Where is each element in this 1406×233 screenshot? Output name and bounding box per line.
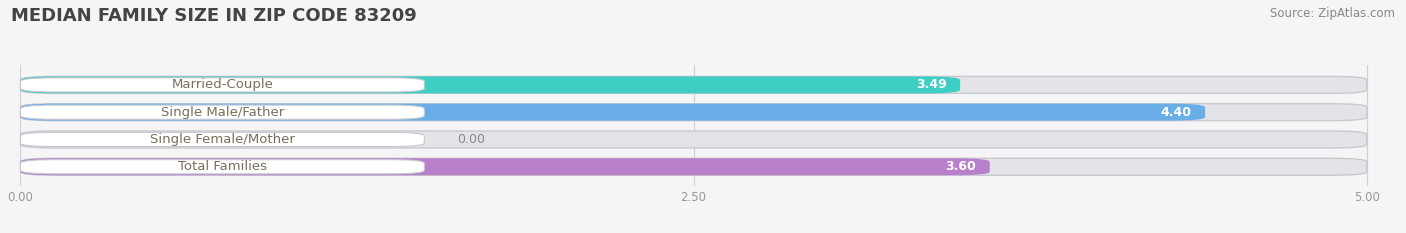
FancyBboxPatch shape [21, 131, 1367, 148]
Text: Total Families: Total Families [179, 160, 267, 173]
FancyBboxPatch shape [21, 105, 425, 119]
FancyBboxPatch shape [21, 104, 1367, 121]
FancyBboxPatch shape [21, 158, 990, 175]
FancyBboxPatch shape [21, 104, 1205, 121]
Text: 4.40: 4.40 [1161, 106, 1192, 119]
Text: Source: ZipAtlas.com: Source: ZipAtlas.com [1270, 7, 1395, 20]
FancyBboxPatch shape [21, 76, 1367, 93]
Text: 0.00: 0.00 [457, 133, 485, 146]
Text: Married-Couple: Married-Couple [172, 78, 273, 91]
FancyBboxPatch shape [21, 78, 425, 92]
Text: Single Female/Mother: Single Female/Mother [150, 133, 295, 146]
FancyBboxPatch shape [21, 160, 425, 174]
FancyBboxPatch shape [21, 132, 425, 147]
Text: Single Male/Father: Single Male/Father [160, 106, 284, 119]
FancyBboxPatch shape [21, 76, 960, 93]
FancyBboxPatch shape [21, 158, 1367, 175]
Text: 3.49: 3.49 [915, 78, 946, 91]
Text: MEDIAN FAMILY SIZE IN ZIP CODE 83209: MEDIAN FAMILY SIZE IN ZIP CODE 83209 [11, 7, 418, 25]
Text: 3.60: 3.60 [945, 160, 976, 173]
